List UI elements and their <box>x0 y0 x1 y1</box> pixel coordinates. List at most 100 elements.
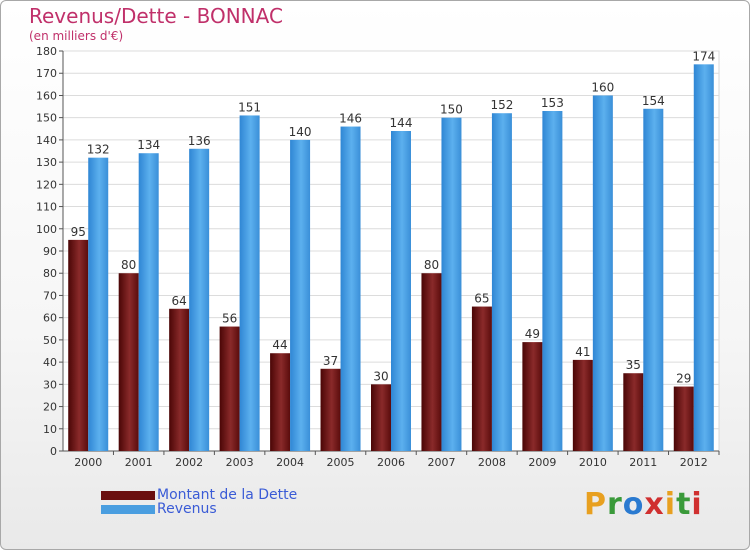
y-tick-label: 100 <box>36 223 57 236</box>
bar-debt <box>623 373 644 451</box>
y-tick-label: 30 <box>43 378 57 391</box>
y-tick-label: 160 <box>36 89 57 102</box>
data-label-revenue: 140 <box>289 125 312 139</box>
bar-revenue <box>441 117 462 452</box>
y-tick-label: 180 <box>36 45 57 58</box>
x-tick-label: 2001 <box>125 456 153 469</box>
x-tick-label: 2002 <box>175 456 203 469</box>
legend-item-revenue: Revenus <box>101 501 217 517</box>
legend-swatch-revenue <box>101 504 155 514</box>
bar-revenue <box>189 148 210 451</box>
x-tick-label: 2008 <box>478 456 506 469</box>
bar-revenue <box>340 126 361 452</box>
data-label-revenue: 154 <box>642 94 665 108</box>
bar-debt <box>169 308 190 451</box>
x-tick-label: 2006 <box>377 456 405 469</box>
legend-swatch-debt <box>101 490 155 500</box>
logo-letter: t <box>676 487 692 522</box>
data-label-revenue: 134 <box>137 138 160 152</box>
y-tick-label: 140 <box>36 134 57 147</box>
x-tick-label: 2003 <box>226 456 254 469</box>
bar-revenue <box>643 108 664 452</box>
x-tick-label: 2000 <box>74 456 102 469</box>
data-label-revenue: 174 <box>692 49 715 63</box>
chart-title: Revenus/Dette - BONNAC <box>29 4 283 28</box>
data-label-debt: 30 <box>373 369 388 383</box>
data-label-debt: 95 <box>71 225 86 239</box>
x-tick-label: 2010 <box>579 456 607 469</box>
y-tick-label: 170 <box>36 67 57 80</box>
x-tick-label: 2011 <box>629 456 657 469</box>
y-tick-label: 40 <box>43 356 57 369</box>
legend-label-debt: Montant de la Dette <box>157 487 298 503</box>
bar-revenue <box>290 139 311 451</box>
bar-debt <box>219 326 240 451</box>
data-label-debt: 80 <box>121 258 136 272</box>
x-tick-label: 2009 <box>528 456 556 469</box>
data-label-debt: 80 <box>424 258 439 272</box>
bar-debt <box>371 384 391 451</box>
bar-debt <box>572 359 593 451</box>
y-tick-label: 0 <box>50 445 57 458</box>
bar-debt <box>522 342 543 451</box>
data-label-revenue: 144 <box>390 116 413 130</box>
data-label-debt: 64 <box>172 294 187 308</box>
y-tick-label: 70 <box>43 289 57 302</box>
bar-revenue <box>88 157 109 451</box>
bar-debt <box>471 306 492 451</box>
bar-revenue <box>391 131 411 451</box>
proxiti-logo: Proxiti <box>584 487 703 522</box>
bar-debt <box>270 353 291 451</box>
logo-letter: x <box>644 487 665 522</box>
y-tick-label: 50 <box>43 334 57 347</box>
logo-letter: o <box>622 487 645 522</box>
bar-revenue <box>138 153 159 451</box>
y-tick-label: 80 <box>43 267 57 280</box>
data-label-revenue: 150 <box>440 103 463 117</box>
data-label-revenue: 153 <box>541 96 564 110</box>
data-label-revenue: 151 <box>238 100 261 114</box>
data-label-debt: 49 <box>525 327 540 341</box>
data-label-revenue: 132 <box>87 143 110 157</box>
data-label-revenue: 152 <box>490 98 513 112</box>
logo-letter: r <box>607 487 623 522</box>
data-label-debt: 35 <box>626 358 641 372</box>
bar-debt <box>68 239 89 451</box>
data-label-debt: 41 <box>575 345 590 359</box>
y-tick-label: 110 <box>36 201 57 214</box>
legend-item-debt: Montant de la Dette <box>101 487 297 503</box>
legend-label-revenue: Revenus <box>157 501 217 517</box>
data-label-debt: 29 <box>676 372 691 386</box>
x-tick-label: 2004 <box>276 456 304 469</box>
bar-revenue <box>592 95 613 451</box>
y-tick-label: 60 <box>43 312 57 325</box>
x-tick-label: 2005 <box>327 456 355 469</box>
data-label-debt: 37 <box>323 354 338 368</box>
bar-debt <box>320 368 341 451</box>
data-label-debt: 65 <box>474 292 489 306</box>
logo-letter: P <box>584 487 607 522</box>
bar-revenue <box>693 64 714 452</box>
x-tick-label: 2007 <box>427 456 455 469</box>
y-tick-label: 130 <box>36 156 57 169</box>
bar-debt <box>421 273 442 451</box>
data-label-debt: 44 <box>272 338 287 352</box>
x-tick-label: 2012 <box>680 456 708 469</box>
logo-letter: i <box>691 487 703 522</box>
bar-revenue <box>239 115 260 451</box>
bar-revenue <box>542 111 563 451</box>
bar-revenue <box>491 113 512 451</box>
data-label-revenue: 160 <box>591 80 614 94</box>
y-tick-label: 150 <box>36 112 57 125</box>
bar-debt <box>673 386 694 451</box>
y-tick-label: 10 <box>43 423 57 436</box>
y-tick-label: 90 <box>43 245 57 258</box>
logo-letter: i <box>664 487 677 522</box>
y-tick-label: 120 <box>36 178 57 191</box>
data-label-revenue: 146 <box>339 112 362 126</box>
bar-debt <box>118 273 139 451</box>
data-label-debt: 56 <box>222 312 237 326</box>
data-label-revenue: 136 <box>188 134 211 148</box>
